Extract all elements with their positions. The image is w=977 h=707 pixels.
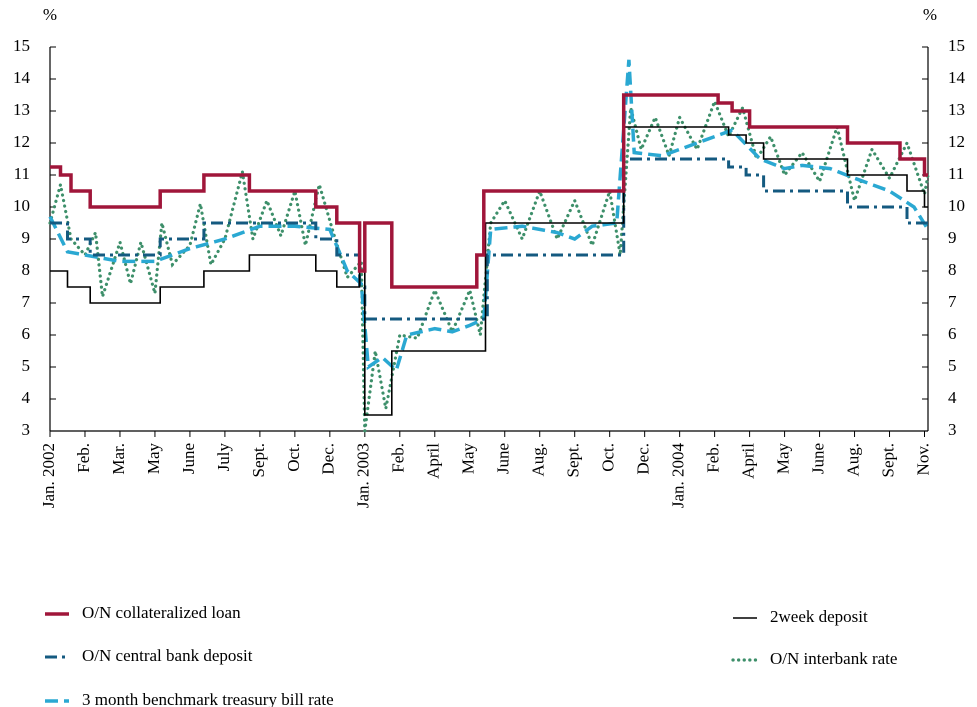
x-tick-label: Sept.	[878, 443, 897, 477]
x-tick-label: Jan. 2002	[39, 443, 58, 508]
y-tick-label: 10	[13, 196, 30, 215]
x-tick-label: May	[773, 443, 792, 475]
series-line	[48, 59, 930, 374]
y2-tick-label: 10	[948, 196, 965, 215]
y-tick-label: 8	[22, 260, 31, 279]
y-tick-label: 5	[22, 356, 31, 375]
series-line	[50, 93, 928, 289]
y-tick-label: 14	[13, 68, 31, 87]
y2-tick-label: 6	[948, 324, 957, 343]
legend-label: 3 month benchmark treasury bill rate	[82, 690, 334, 707]
x-tick-label: Aug.	[843, 443, 862, 477]
y-tick-label: 7	[22, 292, 31, 311]
y-tick-label: 3	[22, 420, 31, 439]
x-tick-label: Mar.	[109, 443, 128, 475]
y-tick-label: 11	[14, 164, 30, 183]
x-tick-label: April	[739, 443, 758, 479]
y2-tick-label: 8	[948, 260, 957, 279]
x-tick-label: June	[179, 443, 198, 474]
series-line	[48, 96, 930, 432]
y2-tick-label: 5	[948, 356, 957, 375]
y2-tick-label: 9	[948, 228, 957, 247]
y2-unit-label: %	[923, 5, 937, 24]
x-tick-label: Feb.	[704, 443, 723, 473]
x-tick-label: Dec.	[634, 443, 653, 475]
x-tick-label: Oct.	[599, 443, 618, 472]
x-tick-label: Feb.	[74, 443, 93, 473]
legend-label: O/N collateralized loan	[82, 603, 241, 622]
x-tick-label: Sept.	[249, 443, 268, 477]
y-tick-label: 13	[13, 100, 30, 119]
y-unit-label: %	[43, 5, 57, 24]
y2-tick-label: 4	[948, 388, 957, 407]
x-tick-label: May	[459, 443, 478, 475]
x-tick-label: Nov.	[913, 443, 932, 475]
x-tick-label: Feb.	[389, 443, 408, 473]
y2-tick-label: 13	[948, 100, 965, 119]
y-tick-label: 4	[22, 388, 31, 407]
x-tick-label: June	[494, 443, 513, 474]
y2-tick-label: 12	[948, 132, 965, 151]
y-tick-label: 9	[22, 228, 31, 247]
y-tick-label: 12	[13, 132, 30, 151]
x-tick-label: Jan. 2004	[669, 443, 688, 509]
x-tick-label: Dec.	[319, 443, 338, 475]
x-tick-label: Oct.	[284, 443, 303, 472]
series-line	[50, 126, 928, 416]
x-tick-label: Jan. 2003	[354, 443, 373, 508]
y2-tick-label: 14	[948, 68, 966, 87]
legend-label: 2week deposit	[770, 607, 868, 626]
x-tick-label: July	[214, 443, 233, 472]
legend-label: O/N central bank deposit	[82, 646, 253, 665]
x-tick-label: Sept.	[564, 443, 583, 477]
y2-tick-label: 15	[948, 36, 965, 55]
legend-label: O/N interbank rate	[770, 649, 897, 668]
y2-tick-label: 7	[948, 292, 957, 311]
y-tick-label: 6	[22, 324, 31, 343]
y2-tick-label: 3	[948, 420, 957, 439]
y2-tick-label: 11	[948, 164, 964, 183]
x-tick-label: June	[808, 443, 827, 474]
x-tick-label: Aug.	[529, 443, 548, 477]
y-tick-label: 15	[13, 36, 30, 55]
x-tick-label: April	[424, 443, 443, 479]
x-tick-label: May	[144, 443, 163, 475]
